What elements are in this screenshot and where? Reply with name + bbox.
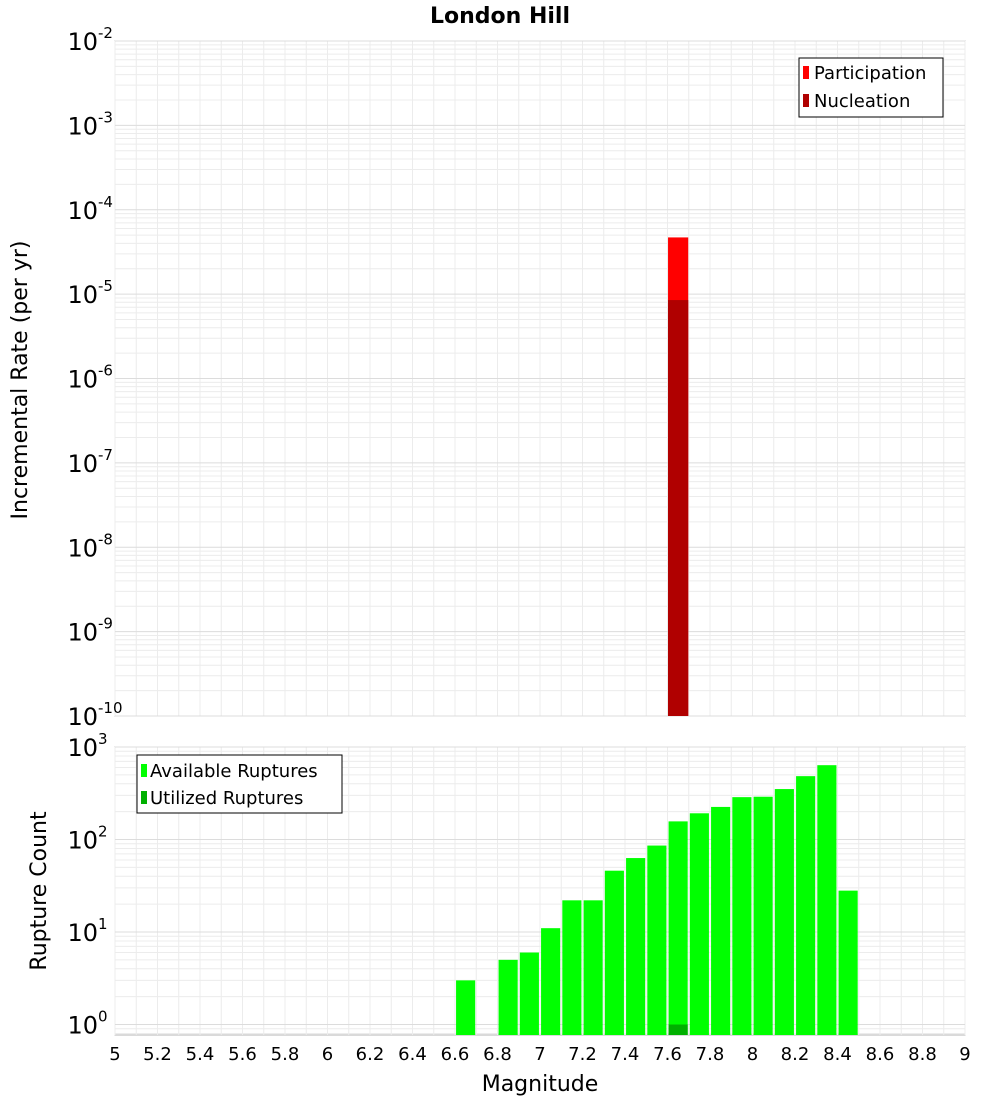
x-tick-label: 8.8 xyxy=(908,1044,937,1065)
x-tick-label: 6 xyxy=(322,1044,333,1065)
x-tick-label: 5.4 xyxy=(186,1044,215,1065)
y-tick-exponent: -8 xyxy=(98,530,113,548)
y-tick-exponent: 2 xyxy=(98,823,108,841)
y-tick-exponent: -5 xyxy=(98,277,113,295)
bar-available-ruptures xyxy=(647,845,667,1035)
bar-available-ruptures xyxy=(689,813,709,1035)
x-tick-label: 7 xyxy=(534,1044,545,1065)
y-tick-label: 10 xyxy=(67,919,98,947)
bar-utilized-ruptures xyxy=(668,1024,688,1035)
y-tick-exponent: 3 xyxy=(98,730,108,748)
bar-available-ruptures xyxy=(604,870,624,1035)
bar-available-ruptures xyxy=(626,858,646,1035)
x-tick-label: 6.2 xyxy=(356,1044,385,1065)
y-tick-exponent: -7 xyxy=(98,446,113,464)
bar-available-ruptures xyxy=(668,821,688,1035)
bar-available-ruptures xyxy=(519,952,539,1035)
x-tick-label: 7.2 xyxy=(568,1044,597,1065)
bar-available-ruptures xyxy=(732,797,752,1035)
y-tick-exponent: -4 xyxy=(98,193,113,211)
legend-swatch-utilized xyxy=(141,791,147,804)
y-tick-label: 10 xyxy=(67,28,98,56)
y-tick-label: 10 xyxy=(67,619,98,647)
y-tick-exponent: -9 xyxy=(98,615,113,633)
bar-available-ruptures xyxy=(838,890,858,1035)
y-tick-label: 10 xyxy=(67,703,98,731)
bar-available-ruptures xyxy=(583,900,603,1035)
x-tick-label: 5.8 xyxy=(271,1044,300,1065)
x-ticks: 5 5.2 5.4 5.6 5.8 6 6.2 6.4 6.6 6.8 7 7.2 7.4 7.6 7.8 8… xyxy=(109,1044,970,1065)
x-tick-label: 9 xyxy=(959,1044,970,1065)
bottom-legend-box xyxy=(136,754,343,814)
top-legend: Participation Nucleation xyxy=(798,57,944,118)
x-tick-label: 7.8 xyxy=(696,1044,725,1065)
legend-label-nucleation: Nucleation xyxy=(814,91,910,112)
bottom-y-axis-label: Rupture Count xyxy=(27,811,52,971)
x-tick-label: 5.6 xyxy=(228,1044,257,1065)
x-tick-label: 8.6 xyxy=(866,1044,895,1065)
y-tick-label: 10 xyxy=(67,1012,98,1040)
bar-available-ruptures xyxy=(541,928,561,1035)
legend-label-participation: Participation xyxy=(814,63,926,84)
bar-available-ruptures xyxy=(456,980,476,1035)
bar-available-ruptures xyxy=(774,789,794,1035)
y-tick-label: 10 xyxy=(67,281,98,309)
y-tick-label: 10 xyxy=(67,112,98,140)
bottom-bars xyxy=(456,765,858,1035)
legend-label-utilized: Utilized Ruptures xyxy=(150,788,303,809)
y-tick-exponent: 1 xyxy=(98,915,108,933)
top-legend-box xyxy=(798,57,944,118)
y-tick-exponent: -2 xyxy=(98,24,113,42)
y-tick-label: 10 xyxy=(67,366,98,394)
y-tick-label: 10 xyxy=(67,827,98,855)
x-tick-label: 6.6 xyxy=(441,1044,470,1065)
x-tick-label: 8.2 xyxy=(781,1044,810,1065)
x-tick-label: 6.4 xyxy=(398,1044,427,1065)
y-tick-label: 10 xyxy=(67,734,98,762)
legend-label-available: Available Ruptures xyxy=(150,761,318,782)
legend-swatch-participation xyxy=(803,66,809,79)
x-tick-label: 5 xyxy=(109,1044,120,1065)
y-tick-exponent: -3 xyxy=(98,108,113,126)
bar-available-ruptures xyxy=(796,776,816,1035)
top-bars xyxy=(668,237,689,716)
x-tick-label: 8.4 xyxy=(823,1044,852,1065)
bottom-legend: Available Ruptures Utilized Ruptures xyxy=(136,754,343,814)
bar-available-ruptures xyxy=(711,806,731,1035)
chart-title: London Hill xyxy=(430,4,570,29)
y-tick-label: 10 xyxy=(67,534,98,562)
y-tick-label: 10 xyxy=(67,197,98,225)
bar-available-ruptures xyxy=(753,796,773,1035)
legend-swatch-available xyxy=(141,764,147,777)
x-tick-label: 5.2 xyxy=(143,1044,172,1065)
x-axis-label: Magnitude xyxy=(482,1072,599,1097)
bar-available-ruptures xyxy=(817,765,837,1035)
x-tick-label: 7.6 xyxy=(653,1044,682,1065)
y-tick-label: 10 xyxy=(67,450,98,478)
x-tick-label: 8 xyxy=(747,1044,758,1065)
top-grid xyxy=(114,40,966,717)
bar-nucleation xyxy=(668,300,689,716)
bar-available-ruptures xyxy=(562,900,582,1035)
legend-swatch-nucleation xyxy=(803,94,809,107)
bar-available-ruptures xyxy=(498,959,518,1035)
y-tick-exponent: -10 xyxy=(98,699,123,717)
x-tick-label: 6.8 xyxy=(483,1044,512,1065)
x-tick-label: 7.4 xyxy=(611,1044,640,1065)
y-tick-exponent: 0 xyxy=(98,1008,108,1026)
y-tick-exponent: -6 xyxy=(98,362,113,380)
top-y-axis-label: Incremental Rate (per yr) xyxy=(8,241,33,520)
